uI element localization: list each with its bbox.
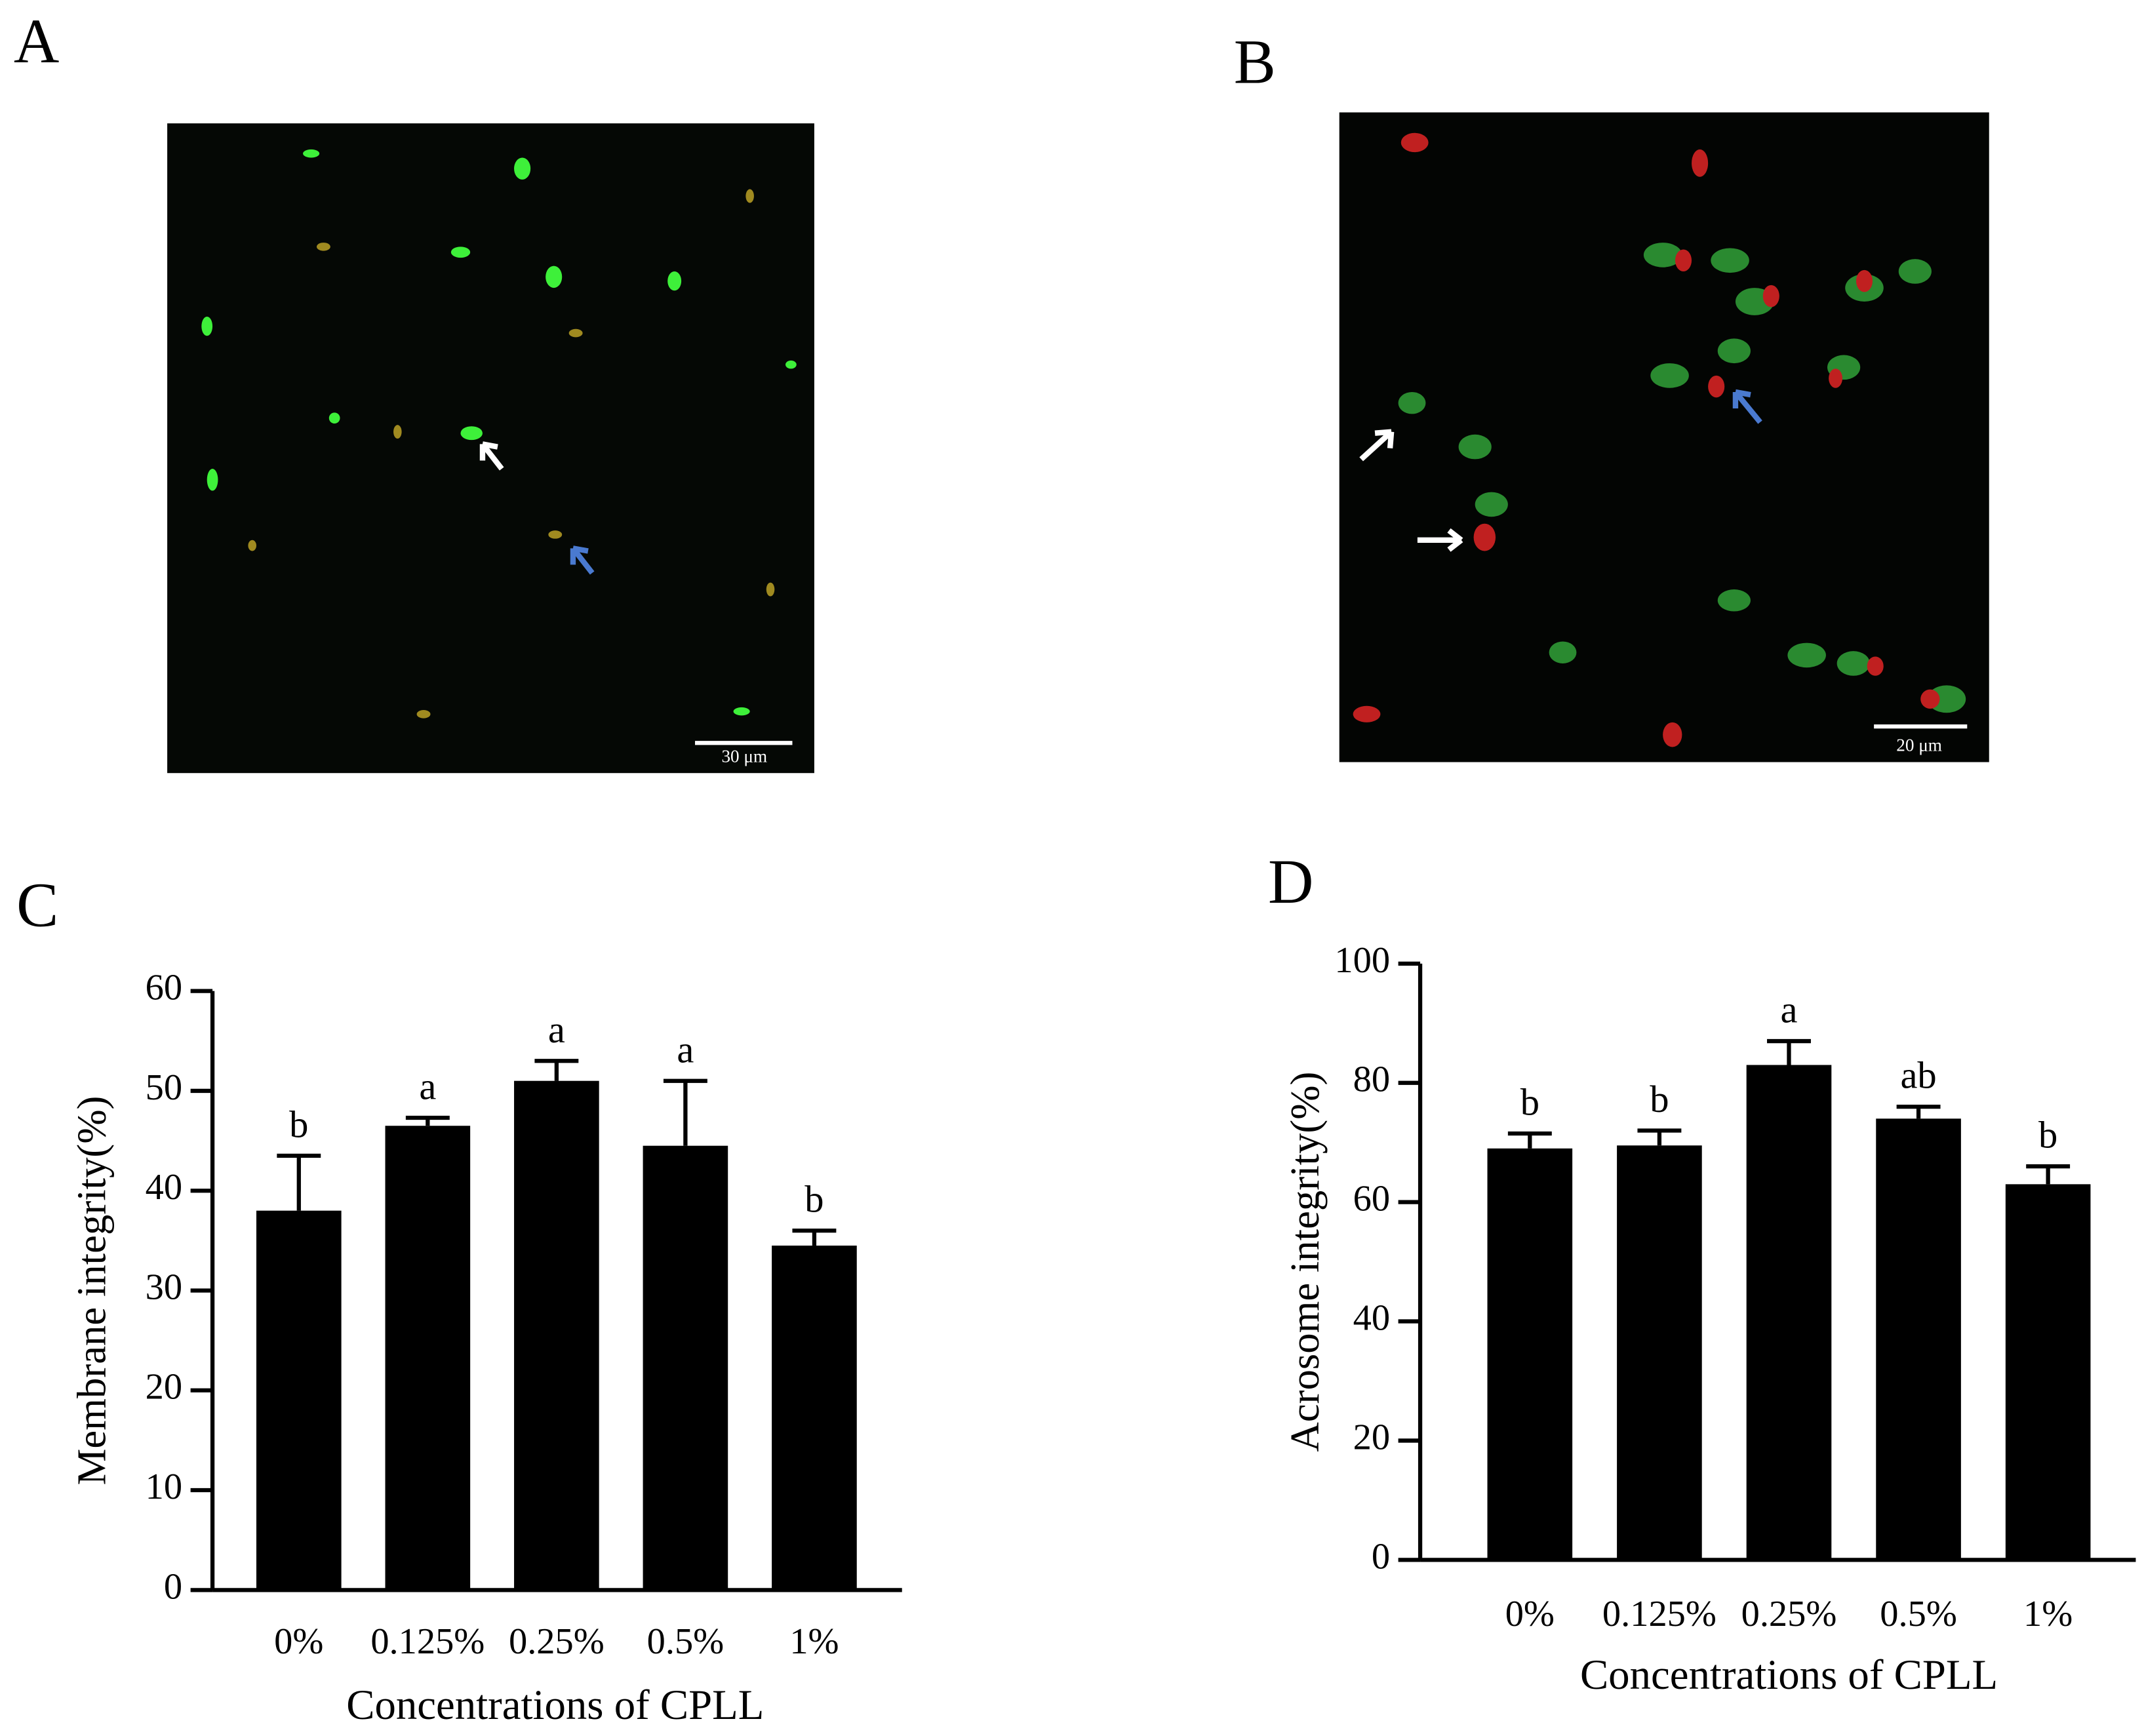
bar (256, 1210, 342, 1590)
x-tick-label: 0.125% (370, 1621, 485, 1662)
x-tick-label: 0.25% (1741, 1594, 1837, 1634)
significance-letter: b (804, 1178, 824, 1221)
x-tick-label: 0.25% (509, 1621, 605, 1662)
y-tick-label: 40 (146, 1167, 182, 1208)
bar (643, 1145, 728, 1590)
significance-letter: ab (1900, 1054, 1936, 1097)
y-tick-label: 100 (1334, 940, 1390, 981)
bar (385, 1126, 471, 1590)
bar (772, 1245, 857, 1590)
significance-letter: a (1780, 989, 1797, 1031)
y-tick-label: 20 (146, 1367, 182, 1408)
micrograph-a: 30 μm (167, 123, 814, 774)
scale-bar-label: 30 μm (721, 746, 767, 766)
y-tick-label: 60 (1353, 1179, 1390, 1219)
x-axis-title: Concentrations of CPLL (346, 1682, 764, 1729)
bar (2005, 1184, 2091, 1560)
y-axis-title: Membrane integrity(%) (69, 1096, 115, 1486)
significance-letter: a (548, 1008, 565, 1051)
y-tick-label: 10 (146, 1467, 182, 1507)
x-tick-label: 1% (2023, 1594, 2073, 1634)
significance-letter: a (677, 1028, 694, 1071)
panel-label: A (14, 6, 59, 76)
scale-bar-label: 20 μm (1896, 736, 1942, 755)
significance-letter: b (1520, 1081, 1539, 1124)
bar (1876, 1118, 1961, 1560)
y-tick-label: 0 (1372, 1536, 1390, 1577)
bar (514, 1080, 599, 1590)
x-tick-label: 0% (274, 1621, 323, 1662)
y-tick-label: 20 (1353, 1417, 1390, 1457)
x-tick-label: 0.125% (1602, 1594, 1717, 1634)
y-tick-label: 80 (1353, 1059, 1390, 1100)
panel-label: B (1234, 27, 1276, 97)
x-axis-title: Concentrations of CPLL (1580, 1651, 1998, 1699)
y-tick-label: 40 (1353, 1297, 1390, 1338)
x-tick-label: 1% (789, 1621, 839, 1662)
x-tick-label: 0.5% (1880, 1594, 1957, 1634)
y-tick-label: 60 (146, 968, 182, 1008)
significance-letter: b (289, 1103, 308, 1146)
y-axis-title: Acrosome integrity(%) (1282, 1072, 1328, 1452)
panel-label: C (16, 869, 58, 939)
y-tick-label: 30 (146, 1267, 182, 1307)
bar (1746, 1065, 1832, 1560)
y-tick-label: 50 (146, 1067, 182, 1108)
significance-letter: b (1650, 1078, 1669, 1120)
bar (1487, 1148, 1573, 1560)
x-tick-label: 0% (1505, 1594, 1555, 1634)
micrograph-b: 20 μm (1339, 112, 1989, 762)
bar (1617, 1145, 1702, 1560)
y-tick-label: 0 (164, 1566, 182, 1607)
x-tick-label: 0.5% (647, 1621, 725, 1662)
significance-letter: b (2038, 1114, 2057, 1156)
significance-letter: a (419, 1065, 436, 1108)
panel-label: D (1268, 846, 1313, 917)
